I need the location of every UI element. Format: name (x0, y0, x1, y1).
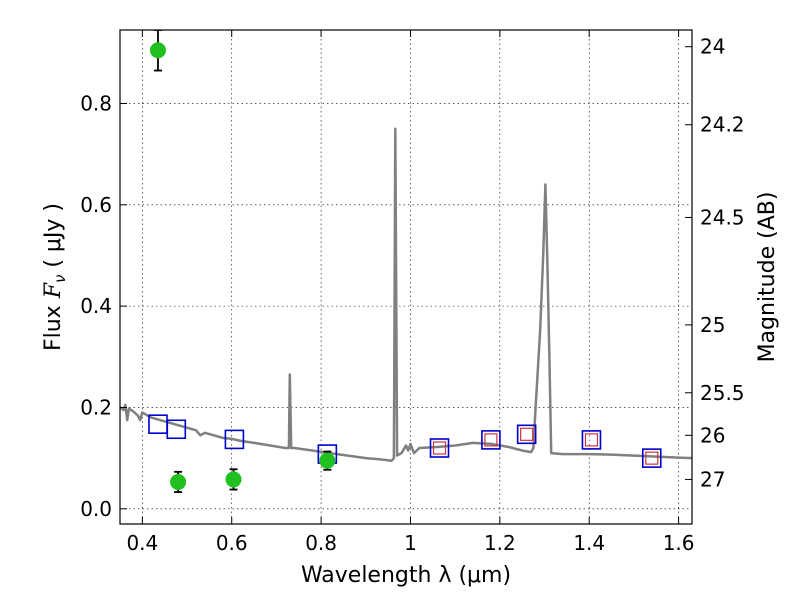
y-tick-label: 0.2 (80, 395, 112, 419)
y-tick-label: 0.8 (80, 91, 112, 115)
model-photometry-box (224, 429, 245, 450)
ticks: 0.4 0.6 0.8 1 1.2 1.4 1.6 0.0 0.2 0.4 0.6 0.8 24 24.2… (80, 30, 745, 555)
model-photometry-box (481, 430, 501, 450)
y2-axis-label: Magnitude (AB) (755, 192, 780, 363)
model-photometry-box (641, 448, 662, 468)
x-tick-label: 1.2 (484, 531, 516, 555)
model-photometry-box (516, 424, 537, 445)
y2-tick-label: 24.2 (700, 113, 745, 137)
y-axis-label-symbol: F (41, 282, 66, 299)
sed-model-line (120, 127, 692, 462)
model-photometry-inner-box (484, 433, 498, 447)
plot-frame (119, 29, 693, 525)
model-photometry-inner-box (645, 451, 659, 465)
grid (120, 30, 692, 524)
y-axis-label-units: ( μJy ) (41, 203, 66, 268)
y2-tick-label: 26 (700, 423, 725, 447)
x-tick-label: 0.4 (126, 531, 158, 555)
x-tick-label: 0.8 (305, 531, 337, 555)
y2-tick-label: 24 (700, 35, 725, 59)
x-tick-label: 1.4 (573, 531, 605, 555)
y-tick-label: 0.6 (80, 193, 112, 217)
y-tick-label: 0.4 (80, 294, 112, 318)
observed-flux-point (225, 471, 242, 488)
model-photometry-inner-box (584, 433, 599, 447)
y2-tick-label: 24.5 (700, 205, 745, 229)
observed-flux-point (170, 473, 187, 490)
model-photometry-box (166, 419, 187, 440)
y-axis-label-prefix: Flux (41, 305, 66, 351)
y-axis-label: Flux Fν ( μJy ) (41, 203, 69, 351)
model-photometry-inner-box (520, 427, 534, 441)
y2-tick-label: 25 (700, 313, 725, 337)
y2-tick-label: 25.5 (700, 381, 745, 405)
x-tick-label: 1 (404, 531, 417, 555)
model-photometry-inner-box (432, 441, 447, 455)
plot-area (120, 30, 692, 493)
observed-flux-point (149, 42, 166, 59)
y2-tick-label: 27 (700, 467, 725, 491)
x-tick-label: 0.6 (216, 531, 248, 555)
y-axis-label-subscript: ν (51, 275, 69, 283)
model-photometry-box (581, 430, 602, 450)
observed-flux-point (319, 452, 336, 469)
x-tick-label: 1.6 (663, 531, 695, 555)
x-axis-label: Wavelength λ (μm) (301, 563, 511, 588)
model-photometry-box (429, 438, 450, 458)
y-tick-label: 0.0 (80, 497, 112, 521)
